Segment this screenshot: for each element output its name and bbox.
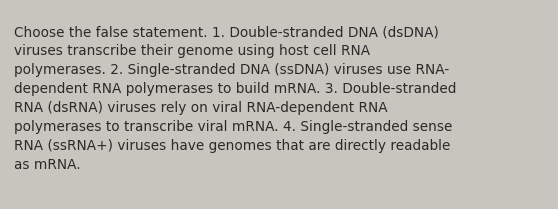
Text: Choose the false statement. 1. Double-stranded DNA (dsDNA)
viruses transcribe th: Choose the false statement. 1. Double-st… (14, 25, 456, 172)
